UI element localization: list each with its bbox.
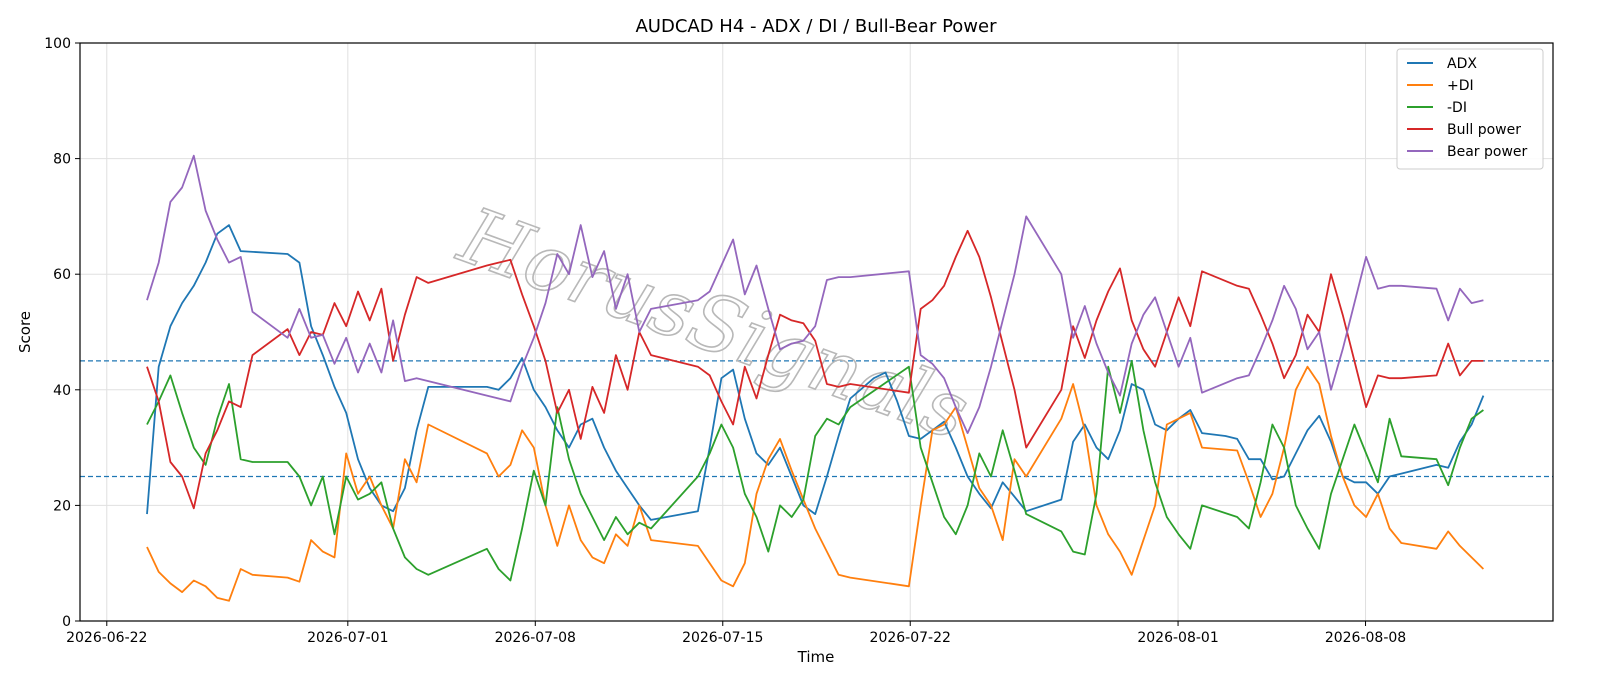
y-tick-label: 100: [44, 36, 71, 52]
series-layer: [146, 154, 1485, 602]
legend-box: [1396, 48, 1544, 170]
series-line-adx: [146, 224, 1485, 521]
legend: ADX +DI -DI Bull power Bear power: [1396, 48, 1544, 170]
x-axis-ticks: 2026-06-22 2026-07-01 2026-07-08 2026-07-15…: [66, 621, 1406, 646]
chart-title: AUDCAD H4 - ADX / DI / Bull-Bear Power: [635, 16, 997, 37]
x-axis-label: Time: [797, 648, 835, 666]
legend-label: -DI: [1447, 100, 1467, 116]
y-tick-label: 40: [53, 383, 71, 399]
x-tick-label: 2026-07-08: [495, 630, 576, 646]
x-tick-label: 2026-08-08: [1325, 630, 1406, 646]
legend-label: Bull power: [1447, 122, 1521, 138]
x-tick-label: 2026-08-01: [1137, 630, 1218, 646]
x-tick-label: 2026-07-22: [870, 630, 951, 646]
legend-label: Bear power: [1447, 144, 1528, 160]
legend-label: ADX: [1447, 56, 1477, 72]
series-line--di: [146, 360, 1484, 582]
y-tick-label: 20: [53, 498, 71, 514]
legend-label: +DI: [1447, 78, 1474, 94]
series-line-bear-power: [146, 154, 1484, 434]
x-tick-label: 2026-06-22: [66, 630, 147, 646]
plot-frame: [79, 42, 1554, 622]
y-axis-ticks: 0 20 40 60 80 100: [44, 36, 80, 630]
y-tick-label: 60: [53, 267, 71, 283]
x-tick-label: 2026-07-15: [682, 630, 763, 646]
y-axis-label: Score: [16, 311, 34, 353]
y-tick-label: 80: [53, 152, 71, 168]
series-line-bull-power: [146, 229, 1484, 510]
y-tick-label: 0: [62, 614, 71, 630]
x-tick-label: 2026-07-01: [307, 630, 388, 646]
reference-lines: [80, 360, 1553, 478]
series-line--di: [146, 365, 1485, 602]
